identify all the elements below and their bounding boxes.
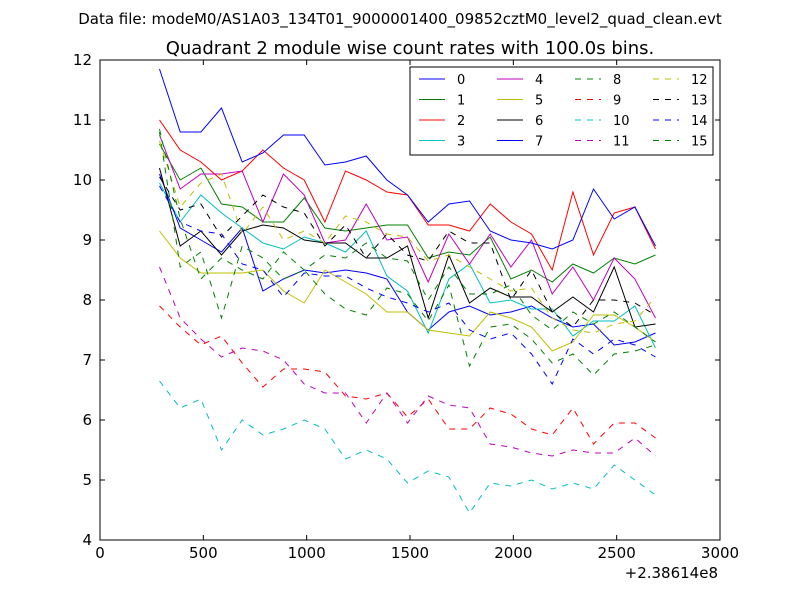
series-line-1	[159, 143, 656, 283]
x-tick-label: 3000	[701, 544, 739, 562]
legend-label-10: 10	[613, 114, 630, 129]
x-offset-label: +2.38614e8	[625, 564, 718, 582]
chart-title: Quadrant 2 module wise count rates with …	[166, 38, 655, 59]
legend-label-14: 14	[691, 114, 708, 129]
series-line-14	[159, 185, 656, 386]
legend-label-1: 1	[457, 94, 465, 109]
legend-label-0: 0	[457, 73, 465, 88]
y-tick-label: 6	[82, 411, 92, 429]
y-tick-label: 7	[82, 351, 92, 369]
series-line-6	[159, 167, 656, 328]
y-tick-label: 9	[82, 231, 92, 249]
legend-label-6: 6	[535, 114, 543, 129]
legend-label-11: 11	[613, 135, 630, 150]
legend-label-12: 12	[691, 73, 708, 88]
series-line-13	[159, 176, 656, 328]
legend-label-7: 7	[535, 135, 543, 150]
y-tick-label: 5	[82, 471, 92, 489]
legend-label-3: 3	[457, 135, 465, 150]
series-line-8	[159, 131, 656, 376]
legend-label-8: 8	[613, 73, 621, 88]
y-tick-label: 10	[73, 171, 92, 189]
series-line-12	[159, 140, 656, 334]
series-line-9	[159, 305, 656, 445]
chart-suptitle: Data file: modeM0/AS1A03_134T01_90000014…	[78, 10, 722, 29]
x-tick-label: 0	[95, 544, 105, 562]
y-tick-label: 11	[73, 111, 92, 129]
x-tick-label: 1000	[288, 544, 326, 562]
series-line-4	[159, 134, 656, 319]
legend-label-4: 4	[535, 73, 543, 88]
x-tick-label: 2500	[598, 544, 636, 562]
series-lines	[159, 68, 656, 514]
series-line-10	[159, 380, 656, 514]
legend-label-15: 15	[691, 135, 708, 150]
legend-label-2: 2	[457, 114, 465, 129]
x-tick-label: 500	[189, 544, 218, 562]
series-line-5	[159, 230, 656, 352]
series-line-11	[159, 266, 656, 457]
legend-label-9: 9	[613, 94, 621, 109]
series-line-15	[159, 128, 656, 343]
series-line-3	[159, 182, 656, 349]
plot-frame	[99, 59, 721, 541]
x-tick-label: 2000	[494, 544, 532, 562]
series-line-7	[159, 68, 656, 250]
y-tick-label: 12	[73, 51, 92, 69]
legend-box	[409, 66, 714, 156]
y-tick-label: 8	[82, 291, 92, 309]
x-tick-label: 1500	[391, 544, 429, 562]
y-tick-label: 4	[82, 531, 92, 549]
legend-label-13: 13	[691, 94, 708, 109]
legend-label-5: 5	[535, 94, 543, 109]
